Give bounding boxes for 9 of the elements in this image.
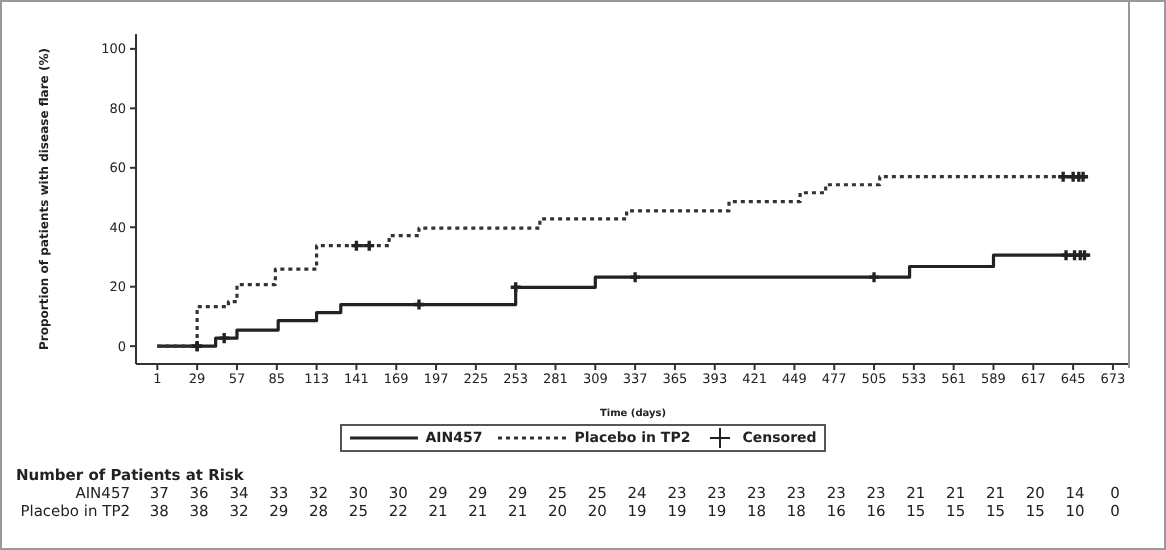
point (510, 282, 521, 293)
point (351, 240, 362, 251)
point (630, 272, 641, 283)
point (219, 333, 230, 344)
point (869, 272, 880, 283)
point (1060, 250, 1072, 261)
point (364, 240, 375, 251)
point (413, 299, 424, 310)
point (1058, 171, 1069, 182)
